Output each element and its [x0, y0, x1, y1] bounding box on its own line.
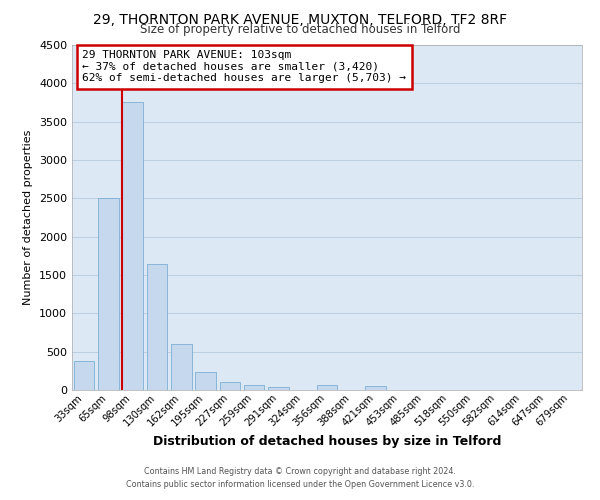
Bar: [244, 386, 265, 390]
Bar: [98, 198, 119, 390]
Bar: [268, 387, 289, 390]
Bar: [365, 386, 386, 390]
Bar: [171, 344, 191, 390]
Bar: [146, 264, 167, 390]
Text: Size of property relative to detached houses in Telford: Size of property relative to detached ho…: [140, 22, 460, 36]
X-axis label: Distribution of detached houses by size in Telford: Distribution of detached houses by size …: [153, 436, 501, 448]
Bar: [317, 386, 337, 390]
Bar: [74, 361, 94, 390]
Text: 29 THORNTON PARK AVENUE: 103sqm
← 37% of detached houses are smaller (3,420)
62%: 29 THORNTON PARK AVENUE: 103sqm ← 37% of…: [82, 50, 406, 84]
Y-axis label: Number of detached properties: Number of detached properties: [23, 130, 34, 305]
Bar: [122, 102, 143, 390]
Bar: [195, 372, 216, 390]
Bar: [220, 382, 240, 390]
Text: 29, THORNTON PARK AVENUE, MUXTON, TELFORD, TF2 8RF: 29, THORNTON PARK AVENUE, MUXTON, TELFOR…: [93, 12, 507, 26]
Text: Contains HM Land Registry data © Crown copyright and database right 2024.
Contai: Contains HM Land Registry data © Crown c…: [126, 468, 474, 489]
